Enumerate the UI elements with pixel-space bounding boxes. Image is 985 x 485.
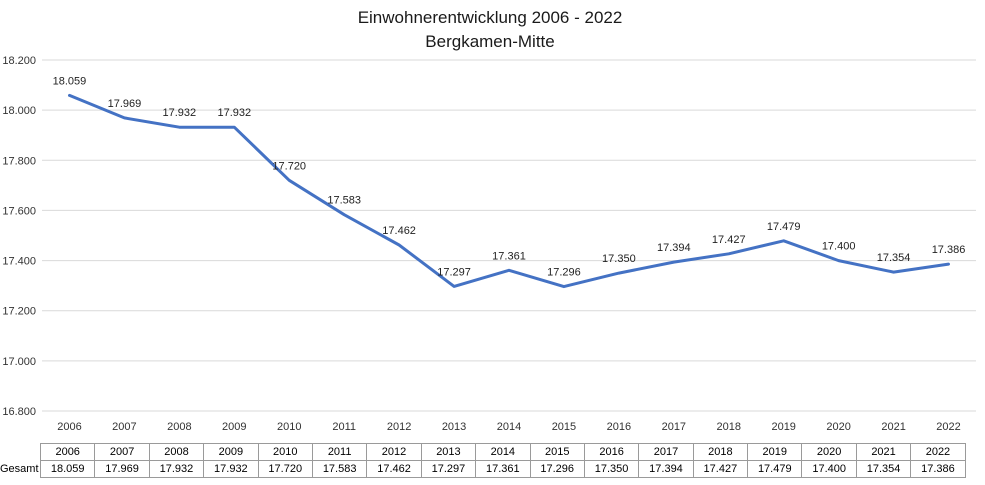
x-tick-label: 2008 <box>167 421 191 433</box>
table-year-cell: 2012 <box>366 443 422 461</box>
data-table-series-name: Gesamt <box>0 463 39 475</box>
data-label: 17.394 <box>657 242 691 254</box>
table-year-cell: 2019 <box>747 443 803 461</box>
table-year-cell: 2018 <box>692 443 749 461</box>
table-value-cell: 17.720 <box>257 460 313 478</box>
table-year-cell: 2013 <box>420 443 477 461</box>
y-tick-label: 16.800 <box>2 406 36 418</box>
data-label: 17.720 <box>272 160 306 172</box>
table-year-cell: 2017 <box>638 443 694 461</box>
table-value-cell: 17.932 <box>148 460 205 478</box>
table-year-cell: 2015 <box>529 443 585 461</box>
table-year-cell: 2009 <box>203 443 259 461</box>
x-tick-label: 2011 <box>332 421 356 433</box>
data-label: 17.969 <box>108 98 142 110</box>
y-tick-label: 18.000 <box>2 105 36 117</box>
x-tick-label: 2009 <box>222 421 246 433</box>
y-tick-label: 17.800 <box>2 155 36 167</box>
data-label: 17.400 <box>822 241 856 253</box>
table-year-cell: 2016 <box>583 443 640 461</box>
table-year-cell: 2022 <box>910 443 966 461</box>
x-tick-label: 2010 <box>277 421 301 433</box>
y-axis: 16.800 17.000 17.200 17.400 17.600 17.800 18.0… <box>2 55 36 418</box>
x-tick-label: 2013 <box>442 421 466 433</box>
series-line <box>68 93 950 289</box>
chart-title: Einwohnerentwicklung 2006 - 2022 <box>358 8 623 27</box>
table-value-cell: 17.297 <box>420 460 477 478</box>
y-tick-label: 17.200 <box>2 306 36 318</box>
table-year-cell: 2010 <box>257 443 313 461</box>
table-value-cell: 17.296 <box>529 460 585 478</box>
x-tick-label: 2012 <box>387 421 411 433</box>
data-label: 17.479 <box>767 221 801 233</box>
x-tick-label: 2018 <box>717 421 741 433</box>
data-label: 17.427 <box>712 234 746 246</box>
x-tick-label: 2016 <box>607 421 631 433</box>
data-label: 17.296 <box>547 267 581 279</box>
table-value-cell: 17.583 <box>311 460 368 478</box>
series-gesamt <box>68 93 950 289</box>
y-tick-label: 18.200 <box>2 55 36 67</box>
table-value-cell: 18.059 <box>39 460 96 478</box>
x-tick-label: 2019 <box>771 421 795 433</box>
data-table: 2006 2007 2008 2009 2010 2011 2012 2013 2014 2015… <box>39 443 966 478</box>
table-year-cell: 2008 <box>148 443 205 461</box>
table-value-cell: 17.400 <box>801 460 857 478</box>
table-year-cell: 2006 <box>39 443 96 461</box>
table-value-cell: 17.386 <box>910 460 966 478</box>
table-value-cell: 17.394 <box>638 460 694 478</box>
x-tick-label: 2015 <box>552 421 576 433</box>
data-label: 17.350 <box>602 253 636 265</box>
data-label: 17.462 <box>382 225 416 237</box>
table-value-cell: 17.427 <box>692 460 749 478</box>
table-value-cell: 17.350 <box>583 460 640 478</box>
y-tick-label: 17.400 <box>2 256 36 268</box>
x-tick-label: 2020 <box>826 421 850 433</box>
table-value-cell: 17.932 <box>203 460 259 478</box>
data-label: 17.354 <box>877 252 911 264</box>
data-labels: 18.059 17.969 17.932 17.932 17.720 17.583 17.4… <box>53 75 966 278</box>
x-tick-label: 2006 <box>57 421 81 433</box>
data-label: 17.361 <box>492 250 526 262</box>
table-value-cell: 17.354 <box>855 460 912 478</box>
table-value-cell: 17.969 <box>94 460 150 478</box>
data-label: 17.297 <box>437 266 471 278</box>
data-label: 18.059 <box>53 75 87 87</box>
y-tick-label: 17.000 <box>2 356 36 368</box>
chart-subtitle: Bergkamen-Mitte <box>425 32 554 51</box>
x-tick-label: 2014 <box>497 421 521 433</box>
table-year-cell: 2007 <box>94 443 150 461</box>
table-value-cell: 17.479 <box>747 460 803 478</box>
data-label: 17.932 <box>217 107 251 119</box>
x-tick-label: 2017 <box>662 421 686 433</box>
data-table-header-row: 2006 2007 2008 2009 2010 2011 2012 2013 2014 2015… <box>39 443 966 461</box>
table-year-cell: 2014 <box>475 443 531 461</box>
y-tick-label: 17.600 <box>2 205 36 217</box>
gridlines <box>42 59 976 412</box>
table-value-cell: 17.361 <box>475 460 531 478</box>
x-tick-label: 2007 <box>112 421 136 433</box>
table-value-cell: 17.462 <box>366 460 422 478</box>
data-label: 17.386 <box>932 244 966 256</box>
table-year-cell: 2021 <box>855 443 912 461</box>
data-table-value-row: 18.059 17.969 17.932 17.932 17.720 17.583 17.4… <box>39 460 966 478</box>
x-tick-label: 2022 <box>936 421 960 433</box>
table-year-cell: 2020 <box>801 443 857 461</box>
table-year-cell: 2011 <box>311 443 368 461</box>
x-tick-label: 2021 <box>881 421 905 433</box>
data-label: 17.583 <box>327 195 361 207</box>
data-label: 17.932 <box>163 107 197 119</box>
x-axis: 2006 2007 2008 2009 2010 2011 2012 2013 2014 2015… <box>57 421 961 433</box>
